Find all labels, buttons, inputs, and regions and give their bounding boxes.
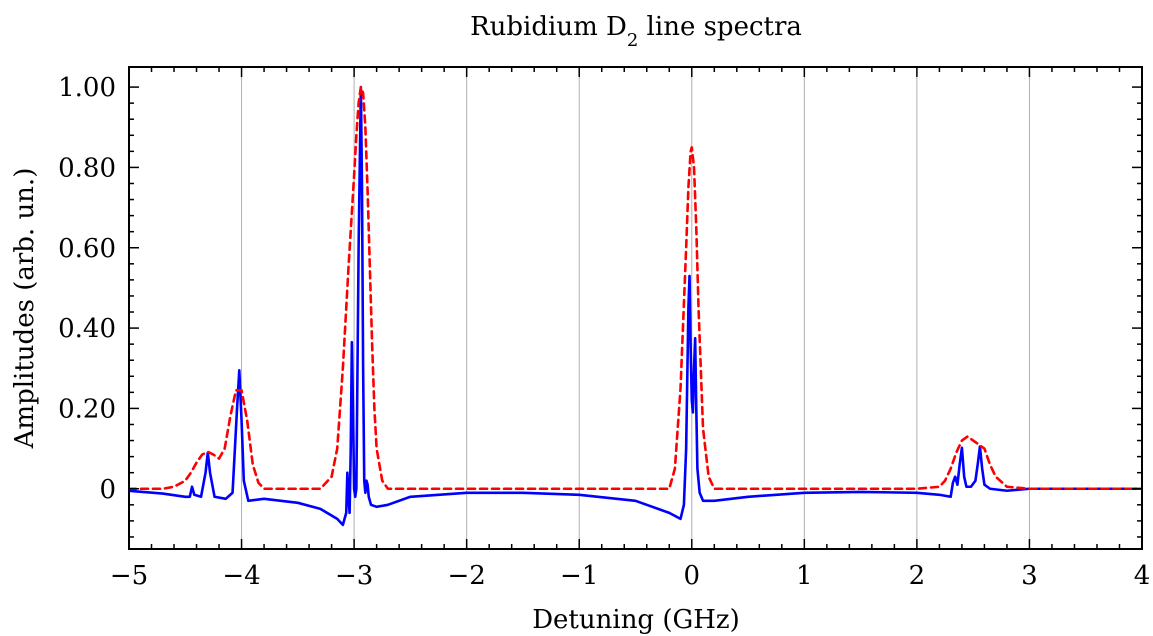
x-tick-label: 3 (1021, 561, 1038, 591)
y-tick-label: 0 (99, 475, 116, 505)
chart-title-main: Rubidium D (470, 12, 627, 42)
y-tick-label: 1.00 (58, 73, 116, 103)
series-line-1 (129, 85, 1142, 527)
x-tick-label: −5 (110, 561, 148, 591)
y-tick-label: 0.80 (58, 153, 116, 183)
plot-area (129, 85, 1142, 527)
y-tick-labels: 0 0.20 0.40 0.60 0.80 1.00 (58, 73, 116, 505)
x-tick-label: −3 (335, 561, 373, 591)
x-tick-label: 0 (684, 561, 701, 591)
x-tick-label: −2 (448, 561, 486, 591)
x-tick-label: −1 (560, 561, 598, 591)
chart-title-subscript: 2 (627, 30, 638, 51)
x-tick-label: 4 (1134, 561, 1151, 591)
series-line-2 (129, 85, 1142, 491)
x-tick-label: 2 (909, 561, 926, 591)
x-tick-label: −4 (222, 561, 260, 591)
y-axis-title: Amplitudes (arb. un.) (10, 168, 40, 450)
x-tick-label: 1 (796, 561, 813, 591)
x-axis-title: Detuning (GHz) (532, 605, 740, 635)
chart-title: Rubidium D2 line spectra (470, 12, 802, 51)
x-tick-labels: −5 −4 −3 −2 −1 0 1 2 3 4 (110, 561, 1150, 591)
plot-frame (128, 66, 1143, 550)
y-tick-label: 0.60 (58, 234, 116, 264)
y-tick-label: 0.40 (58, 314, 116, 344)
y-tick-label: 0.20 (58, 394, 116, 424)
chart-title-suffix: line spectra (638, 12, 802, 42)
ticks (128, 67, 1143, 549)
